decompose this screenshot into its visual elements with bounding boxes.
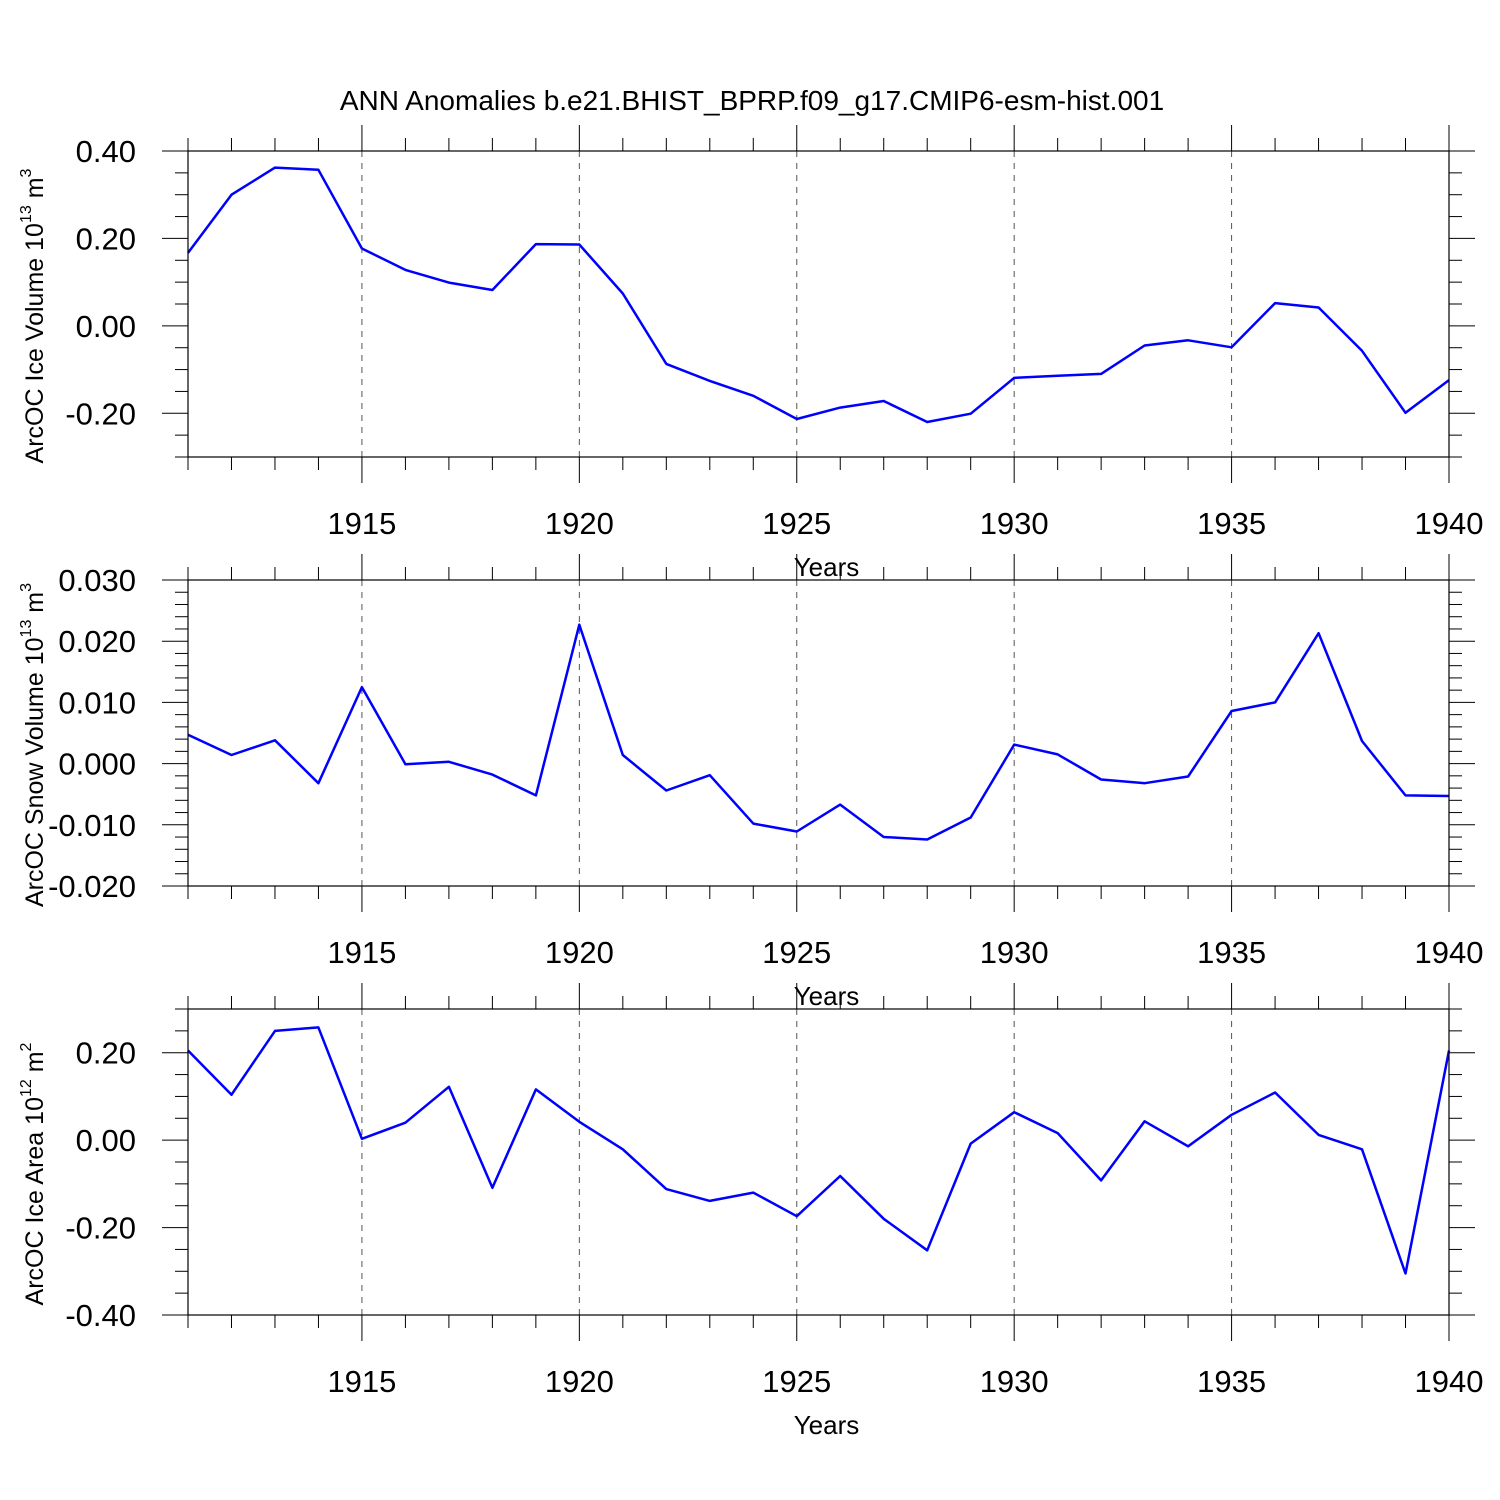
x-tick-label: 1925 bbox=[762, 1364, 831, 1399]
x-tick-label: 1930 bbox=[980, 506, 1049, 541]
ice-volume-panel: 0.40 0.20 0.00 -0.20 1915 1920 1925 1930 1935 194… bbox=[18, 125, 1483, 582]
x-tick-label: 1920 bbox=[545, 1364, 614, 1399]
y-axis-label-exponent: 12 bbox=[18, 1079, 35, 1097]
figure-title: ANN Anomalies b.e21.BHIST_BPRP.f09_g17.C… bbox=[340, 85, 1164, 116]
x-axis-label: Years bbox=[794, 1410, 860, 1440]
x-tick-label: 1920 bbox=[545, 506, 614, 541]
x-tick-label: 1935 bbox=[1197, 506, 1266, 541]
y-tick-label: -0.010 bbox=[48, 808, 136, 843]
x-tick-label: 1915 bbox=[327, 1364, 396, 1399]
y-axis-label-main: ArcOC Ice Area 10 bbox=[21, 1097, 49, 1305]
y-tick-label: 0.020 bbox=[58, 624, 136, 659]
y-tick-label: -0.40 bbox=[65, 1298, 136, 1333]
series-line bbox=[187, 623, 1450, 841]
x-tick-label: 1940 bbox=[1415, 935, 1484, 970]
y-axis-label-main: ArcOC Snow Volume 10 bbox=[21, 637, 49, 907]
x-tick-label: 1925 bbox=[762, 935, 831, 970]
snow-volume-panel: 0.030 0.020 0.010 0.000 -0.010 -0.020 1915 1920… bbox=[18, 554, 1483, 1011]
y-axis-label-main: ArcOC Ice Volume 10 bbox=[21, 223, 49, 463]
y-tick-label: 0.40 bbox=[76, 134, 136, 169]
y-tick-label: 0.20 bbox=[76, 221, 136, 256]
y-tick-label: 0.00 bbox=[76, 1123, 136, 1158]
y-axis-label-unit-exponent: 3 bbox=[18, 583, 35, 592]
y-tick-label: 0.20 bbox=[76, 1036, 136, 1071]
x-axis-label: Years bbox=[794, 552, 860, 582]
x-axis-label: Years bbox=[794, 981, 860, 1011]
x-tick-label: 1915 bbox=[327, 935, 396, 970]
plot-frame bbox=[187, 1008, 1450, 1316]
y-axis-label: ArcOC Ice Area 1012 m2 bbox=[18, 1042, 49, 1305]
y-tick-label: -0.20 bbox=[65, 1211, 136, 1246]
y-tick-label: 0.00 bbox=[76, 309, 136, 344]
ice-area-panel: 0.20 0.00 -0.20 -0.40 1915 1920 1925 1930 1935 19… bbox=[18, 983, 1483, 1440]
plot-frame bbox=[187, 579, 1450, 887]
y-axis-label-unit: m bbox=[21, 592, 49, 620]
y-axis-label: ArcOC Snow Volume 1013 m3 bbox=[18, 583, 49, 907]
plot-frame bbox=[187, 150, 1450, 458]
x-tick-label: 1915 bbox=[327, 506, 396, 541]
x-tick-label: 1940 bbox=[1415, 506, 1484, 541]
x-tick-label: 1935 bbox=[1197, 1364, 1266, 1399]
x-tick-label: 1925 bbox=[762, 506, 831, 541]
y-tick-label: -0.20 bbox=[65, 396, 136, 431]
y-axis-label: ArcOC Ice Volume 1013 m3 bbox=[18, 168, 49, 463]
y-axis-label-unit: m bbox=[21, 1051, 49, 1079]
x-tick-label: 1920 bbox=[545, 935, 614, 970]
series-line bbox=[186, 166, 1450, 424]
y-axis-label-unit-exponent: 3 bbox=[18, 168, 35, 177]
x-tick-label: 1935 bbox=[1197, 935, 1266, 970]
x-tick-label: 1930 bbox=[980, 1364, 1049, 1399]
y-axis-label-exponent: 13 bbox=[18, 205, 35, 223]
y-tick-label: 0.030 bbox=[58, 563, 136, 598]
y-tick-label: -0.020 bbox=[48, 869, 136, 904]
y-axis-label-exponent: 13 bbox=[18, 620, 35, 638]
y-tick-label: 0.000 bbox=[58, 747, 136, 782]
y-axis-label-unit: m bbox=[21, 177, 49, 205]
y-tick-label: 0.010 bbox=[58, 685, 136, 720]
series-line bbox=[187, 1026, 1451, 1275]
x-tick-label: 1940 bbox=[1415, 1364, 1484, 1399]
y-axis-label-unit-exponent: 2 bbox=[18, 1042, 35, 1051]
x-tick-label: 1930 bbox=[980, 935, 1049, 970]
